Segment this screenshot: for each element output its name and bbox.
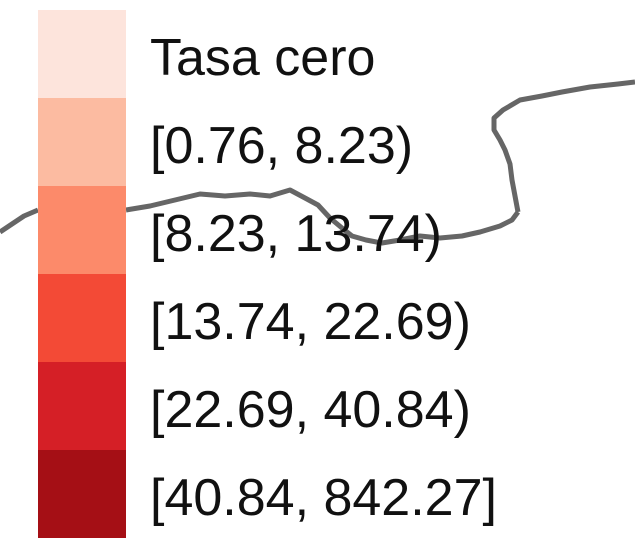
legend-swatch <box>38 274 126 362</box>
legend-label: [0.76, 8.23) <box>150 117 414 175</box>
legend-label: [8.23, 13.74) <box>150 205 442 263</box>
legend-swatch <box>38 98 126 186</box>
border-line-west <box>0 207 39 235</box>
legend-label: Tasa cero <box>150 29 376 87</box>
legend-swatch <box>38 10 126 98</box>
legend-swatch <box>38 362 126 450</box>
legend-label: [13.74, 22.69) <box>150 293 471 351</box>
legend-label: [22.69, 40.84) <box>150 381 471 439</box>
border-line-main <box>125 187 520 246</box>
legend-label: [40.84, 842.27] <box>150 469 497 527</box>
legend-swatch <box>38 186 126 274</box>
legend-swatch <box>38 450 126 538</box>
border-line-north <box>491 79 635 213</box>
